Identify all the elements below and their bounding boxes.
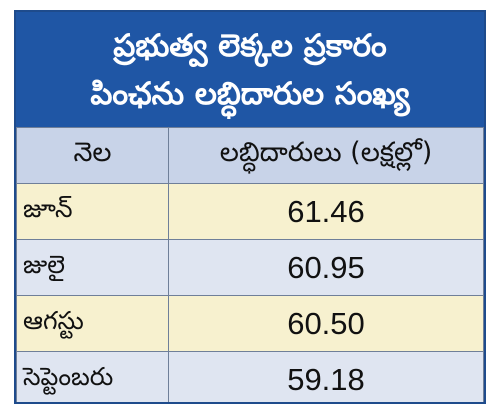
value-cell: 59.18 (168, 351, 484, 402)
month-cell: జూన్ (16, 183, 169, 240)
table-row: ఆగస్టు 60.50 (16, 295, 484, 352)
table-row: జులై 60.95 (16, 239, 484, 296)
title-line-1: ప్రభుత్వ లెక్కల ప్రకారం (113, 27, 387, 64)
beneficiaries-column-header: లబ్ధిదారులు (లక్షల్లో) (168, 127, 484, 184)
beneficiaries-table: నెల లబ్ధిదారులు (లక్షల్లో) జూన్ 61.46 జు… (16, 127, 484, 402)
title-line-2: పింఛను లబ్ధిదారుల సంఖ్య (90, 75, 410, 112)
month-cell: జులై (16, 239, 169, 296)
value-cell: 61.46 (168, 183, 484, 240)
month-column-header: నెల (16, 127, 169, 184)
table-row: సెప్టెంబరు 59.18 (16, 351, 484, 402)
title-banner: ప్రభుత్వ లెక్కల ప్రకారం పింఛను లబ్ధిదారు… (16, 12, 484, 127)
table-row: జూన్ 61.46 (16, 183, 484, 240)
month-cell: సెప్టెంబరు (16, 351, 169, 402)
month-cell: ఆగస్టు (16, 295, 169, 352)
infographic-card: ప్రభుత్వ లెక్కల ప్రకారం పింఛను లబ్ధిదారు… (14, 10, 486, 404)
value-cell: 60.50 (168, 295, 484, 352)
table-header-row: నెల లబ్ధిదారులు (లక్షల్లో) (16, 127, 484, 184)
value-cell: 60.95 (168, 239, 484, 296)
